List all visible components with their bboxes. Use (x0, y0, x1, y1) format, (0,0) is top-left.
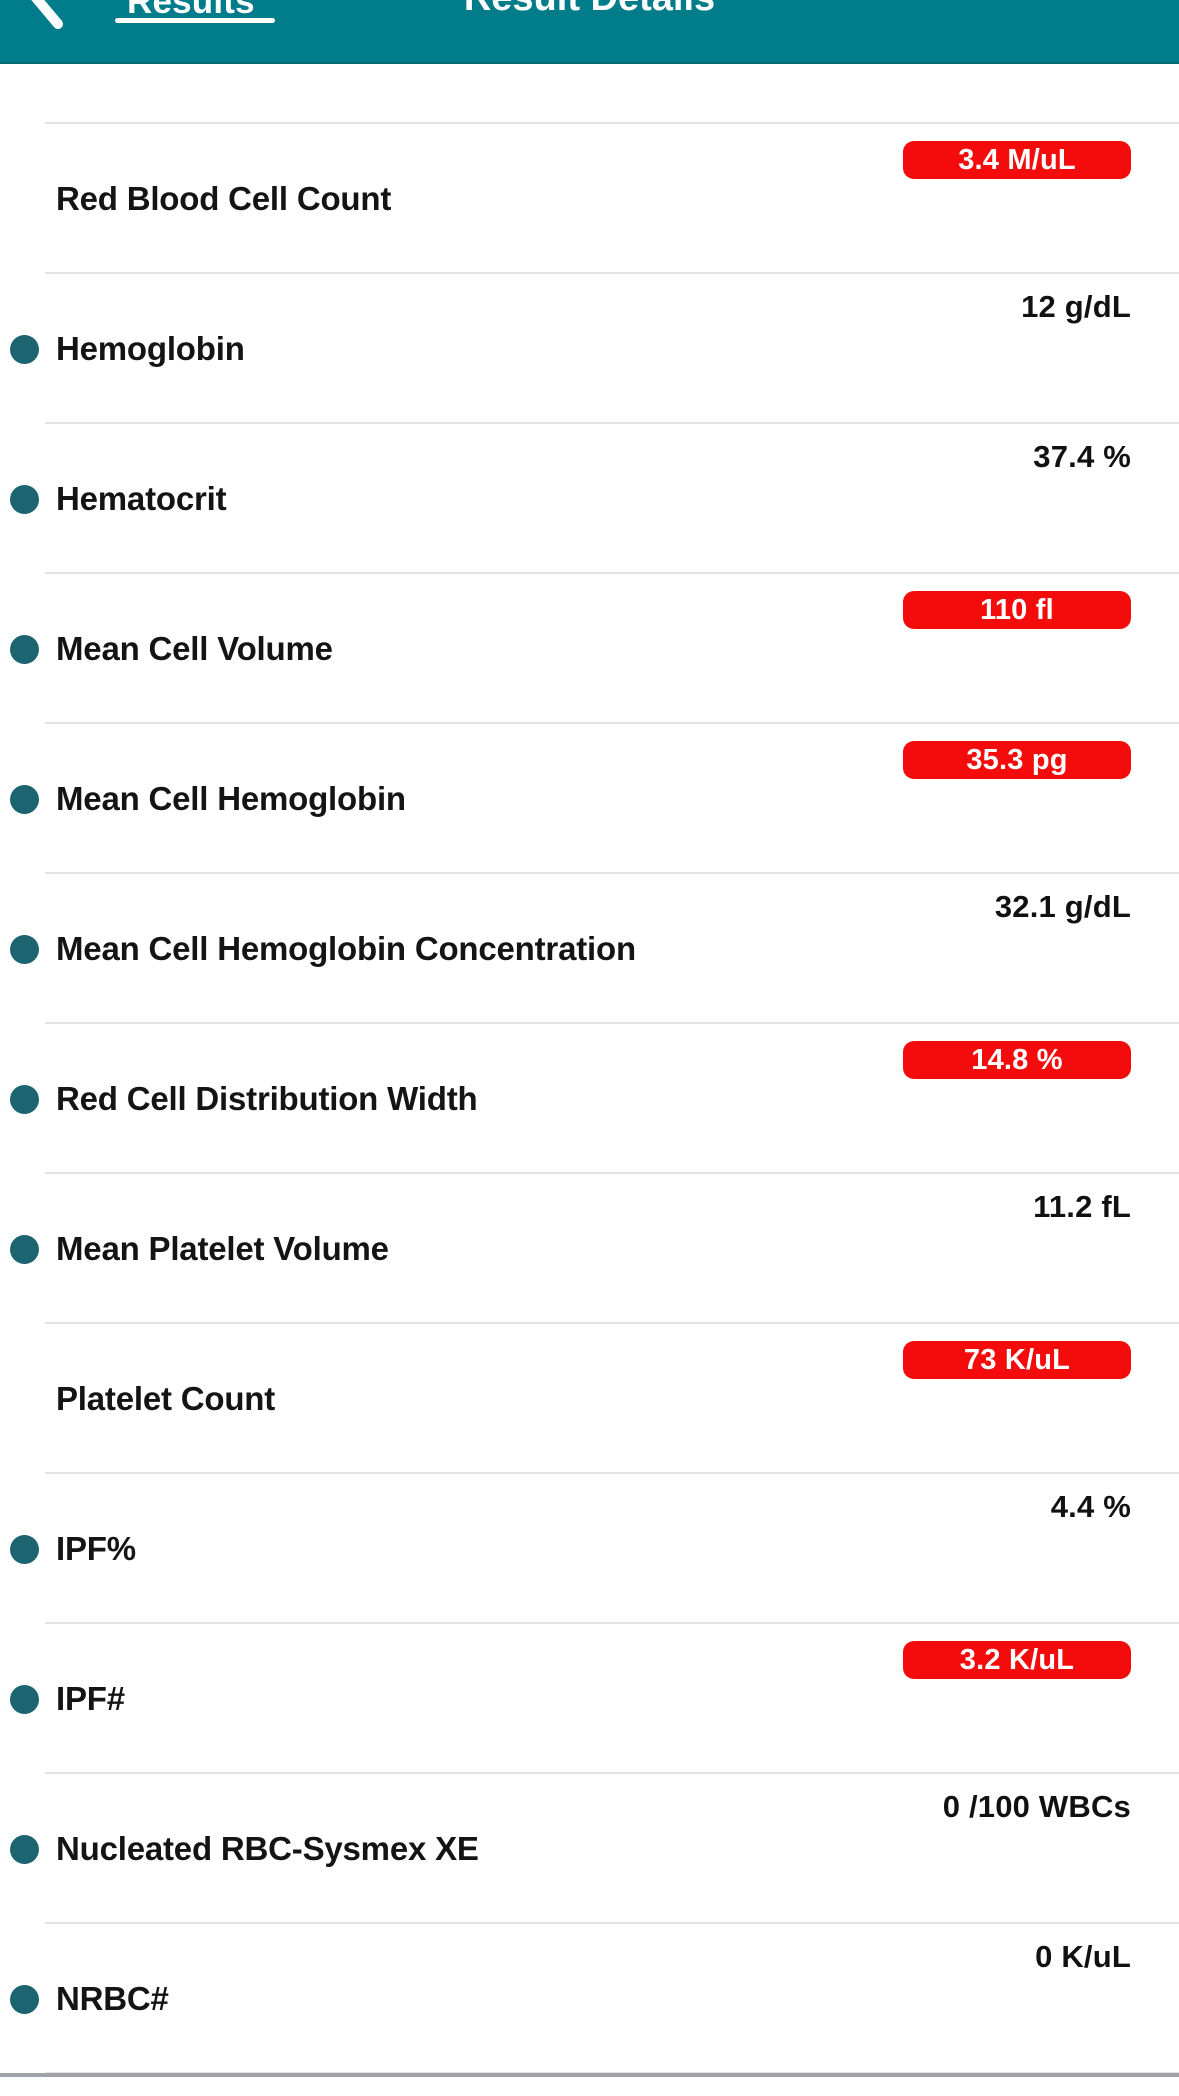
results-list: 3.4 M/uL Red Blood Cell Count 12 g/dL He… (0, 122, 1179, 2074)
result-label-line: Hematocrit (0, 480, 1139, 517)
result-row: 37.4 % Hematocrit (0, 422, 1179, 572)
result-dot-icon (10, 784, 39, 814)
result-dot-icon (10, 334, 39, 364)
result-row: 73 K/uL Platelet Count (0, 1322, 1179, 1472)
row-divider (45, 1322, 1179, 1324)
row-divider (45, 572, 1179, 574)
page-title: Result Details (464, 0, 715, 18)
result-row: 3.4 M/uL Red Blood Cell Count (0, 122, 1179, 272)
row-divider (45, 1472, 1179, 1474)
row-divider (45, 1172, 1179, 1174)
result-dot-icon (10, 1984, 39, 2014)
result-name: Nucleated RBC-Sysmex XE (56, 1830, 479, 1867)
row-divider (45, 722, 1179, 724)
row-divider (45, 272, 1179, 274)
result-label-line: Mean Cell Hemoglobin (0, 780, 1139, 817)
result-dot-icon (10, 1234, 39, 1264)
result-value-badge: 14.8 % (903, 1041, 1131, 1079)
result-dot-icon (10, 1684, 39, 1714)
result-dot-icon (10, 1534, 39, 1564)
result-row: 11.2 fL Mean Platelet Volume (0, 1172, 1179, 1322)
result-label-line: Mean Cell Hemoglobin Concentration (0, 930, 1139, 967)
back-link-underline (115, 18, 275, 23)
result-name: Mean Cell Hemoglobin Concentration (56, 930, 636, 967)
result-value: 11.2 fL (1033, 1189, 1131, 1224)
result-row: 110 fl Mean Cell Volume (0, 572, 1179, 722)
result-row: 3.2 K/uL IPF# (0, 1622, 1179, 1772)
result-row: 0 K/uL NRBC# (0, 1922, 1179, 2072)
result-dot-icon (10, 1834, 39, 1864)
row-divider (45, 1022, 1179, 1024)
result-dot-icon (10, 484, 39, 514)
result-value-badge: 3.2 K/uL (903, 1641, 1131, 1679)
result-name: IPF% (56, 1530, 136, 1567)
result-label-line: IPF# (0, 1680, 1139, 1717)
result-dot-icon (10, 934, 39, 964)
result-row: 32.1 g/dL Mean Cell Hemoglobin Concentra… (0, 872, 1179, 1022)
result-value: 0 K/uL (1035, 1939, 1131, 1974)
navigation-bar: Results Result Details (0, 0, 1179, 64)
result-dot-icon (10, 1084, 39, 1114)
result-label-line: Hemoglobin (0, 330, 1139, 367)
result-name: Red Cell Distribution Width (56, 1080, 478, 1117)
result-row: 12 g/dL Hemoglobin (0, 272, 1179, 422)
result-value: 32.1 g/dL (994, 889, 1131, 924)
result-row: 4.4 % IPF% (0, 1472, 1179, 1622)
back-button[interactable]: Results (0, 0, 300, 62)
row-divider (45, 1772, 1179, 1774)
result-name: Mean Cell Hemoglobin (56, 780, 406, 817)
result-label-line: Platelet Count (0, 1380, 1139, 1417)
result-name: NRBC# (56, 1980, 169, 2017)
result-row: 0 /100 WBCs Nucleated RBC-Sysmex XE (0, 1772, 1179, 1922)
result-name: Mean Platelet Volume (56, 1230, 389, 1267)
row-divider (45, 872, 1179, 874)
result-value: 0 /100 WBCs (942, 1789, 1131, 1824)
result-label-line: Red Cell Distribution Width (0, 1080, 1139, 1117)
result-value: 12 g/dL (1021, 289, 1131, 324)
back-chevron-icon[interactable] (8, 0, 72, 36)
row-divider (45, 1622, 1179, 1624)
result-row: 14.8 % Red Cell Distribution Width (0, 1022, 1179, 1172)
row-divider (45, 422, 1179, 424)
result-name: Red Blood Cell Count (56, 180, 392, 217)
result-value-badge: 35.3 pg (903, 741, 1131, 779)
result-value-badge: 73 K/uL (903, 1341, 1131, 1379)
result-value: 37.4 % (1033, 439, 1131, 474)
result-value: 4.4 % (1050, 1489, 1131, 1524)
result-name: Platelet Count (56, 1380, 276, 1417)
result-name: IPF# (56, 1680, 125, 1717)
result-row: 35.3 pg Mean Cell Hemoglobin (0, 722, 1179, 872)
bottom-edge-line (0, 2073, 1179, 2077)
result-value-badge: 3.4 M/uL (903, 141, 1131, 179)
result-value-badge: 110 fl (903, 591, 1131, 629)
result-name: Hemoglobin (56, 330, 245, 367)
row-divider (45, 1922, 1179, 1924)
result-label-line: Red Blood Cell Count (0, 180, 1139, 217)
result-name: Hematocrit (56, 480, 227, 517)
result-label-line: Mean Platelet Volume (0, 1230, 1139, 1267)
result-dot-icon (10, 634, 39, 664)
result-label-line: NRBC# (0, 1980, 1139, 2017)
result-label-line: Nucleated RBC-Sysmex XE (0, 1830, 1139, 1867)
result-label-line: Mean Cell Volume (0, 630, 1139, 667)
result-label-line: IPF% (0, 1530, 1139, 1567)
back-link-label[interactable]: Results (127, 0, 255, 21)
result-name: Mean Cell Volume (56, 630, 333, 667)
row-divider (45, 122, 1179, 124)
